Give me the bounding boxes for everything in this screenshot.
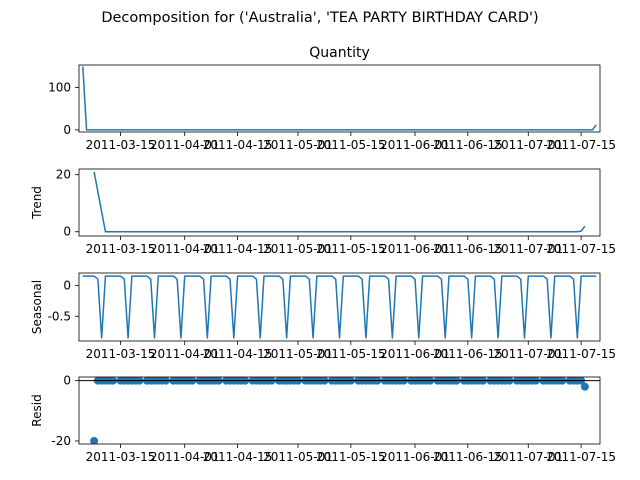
resid-panel: Resid0-202011-03-152011-04-012011-04-152… <box>30 374 616 464</box>
seasonal-series-line <box>82 275 597 339</box>
seasonal-xtick-label: 2011-06-01 <box>380 347 450 361</box>
seasonal-xtick-label: 2011-04-15 <box>203 347 273 361</box>
trend-ytick-label: 0 <box>63 225 71 239</box>
seasonal-xtick-label: 2011-05-15 <box>316 347 386 361</box>
resid-xtick-label: 2011-06-01 <box>380 450 450 464</box>
figure-suptitle: Decomposition for ('Australia', 'TEA PAR… <box>101 10 538 26</box>
observed-xtick-label: 2011-03-15 <box>86 138 156 152</box>
resid-xtick-label: 2011-07-15 <box>546 450 616 464</box>
resid-xtick-label: 2011-03-15 <box>86 450 156 464</box>
resid-xtick-label: 2011-06-15 <box>433 450 503 464</box>
seasonal-xtick-label: 2011-03-15 <box>86 347 156 361</box>
trend-panel: Trend0202011-03-152011-04-012011-04-1520… <box>30 168 616 256</box>
trend-xtick-label: 2011-06-01 <box>380 242 450 256</box>
trend-data <box>93 171 586 233</box>
observed-axes-frame <box>78 64 601 133</box>
resid-xtick-label: 2011-07-01 <box>493 450 563 464</box>
observed-xtick-label: 2011-07-01 <box>493 138 563 152</box>
seasonal-ylabel: Seasonal <box>30 280 44 334</box>
trend-xtick-label: 2011-06-15 <box>433 242 503 256</box>
resid-ytick-label: -20 <box>51 434 71 448</box>
subplot-panels: Quantity01002011-03-152011-04-012011-04-… <box>30 45 616 464</box>
seasonal-panel: Seasonal 0 -0.5 2011-03-152011-04-012011-04… <box>30 272 616 361</box>
observed-ytick-label: 100 <box>48 80 71 94</box>
observed-xtick-label: 2011-05-01 <box>263 138 333 152</box>
observed-xtick-label: 2011-05-15 <box>316 138 386 152</box>
observed-series-line <box>82 66 597 131</box>
seasonal-xtick-label: 2011-06-15 <box>433 347 503 361</box>
observed-data <box>82 66 597 131</box>
observed-xtick-label: 2011-04-15 <box>203 138 273 152</box>
observed-xtick-label: 2011-04-01 <box>150 138 220 152</box>
observed-title: Quantity <box>309 45 370 61</box>
observed-xtick-label: 2011-06-01 <box>380 138 450 152</box>
resid-xtick-label: 2011-04-15 <box>203 450 273 464</box>
trend-xtick-label: 2011-05-15 <box>316 242 386 256</box>
resid-outlier-point <box>580 382 589 391</box>
resid-axes-frame <box>78 376 601 445</box>
seasonal-axes-frame <box>78 272 601 342</box>
seasonal-xtick-label: 2011-04-01 <box>150 347 220 361</box>
trend-xtick-label: 2011-07-15 <box>546 242 616 256</box>
observed-xtick-label: 2011-07-15 <box>546 138 616 152</box>
observed-ytick-label: 0 <box>63 123 71 137</box>
trend-axes-frame <box>78 168 601 237</box>
seasonal-ytick-label: 0 <box>63 278 71 292</box>
resid-ylabel: Resid <box>30 394 44 426</box>
seasonal-xtick-label: 2011-05-01 <box>263 347 333 361</box>
trend-xtick-label: 2011-07-01 <box>493 242 563 256</box>
trend-series-line <box>93 171 586 233</box>
trend-xtick-label: 2011-05-01 <box>263 242 333 256</box>
seasonal-data <box>82 275 597 339</box>
trend-ylabel: Trend <box>30 186 44 220</box>
trend-ytick-label: 20 <box>56 168 71 182</box>
trend-xtick-label: 2011-04-15 <box>203 242 273 256</box>
resid-ytick-label: 0 <box>63 374 71 388</box>
resid-outlier-point <box>90 436 99 444</box>
seasonal-xtick-label: 2011-07-15 <box>546 347 616 361</box>
trend-xtick-label: 2011-04-01 <box>150 242 220 256</box>
resid-xtick-label: 2011-04-01 <box>150 450 220 464</box>
observed-xtick-label: 2011-06-15 <box>433 138 503 152</box>
observed-panel: Quantity 0 100 2011-03-152011-04-012011-04-… <box>48 45 616 152</box>
trend-xtick-label: 2011-03-15 <box>86 242 156 256</box>
seasonal-xtick-label: 2011-07-01 <box>493 347 563 361</box>
resid-xtick-label: 2011-05-01 <box>263 450 333 464</box>
resid-xtick-label: 2011-05-15 <box>316 450 386 464</box>
seasonal-ytick-label: -0.5 <box>48 309 71 323</box>
